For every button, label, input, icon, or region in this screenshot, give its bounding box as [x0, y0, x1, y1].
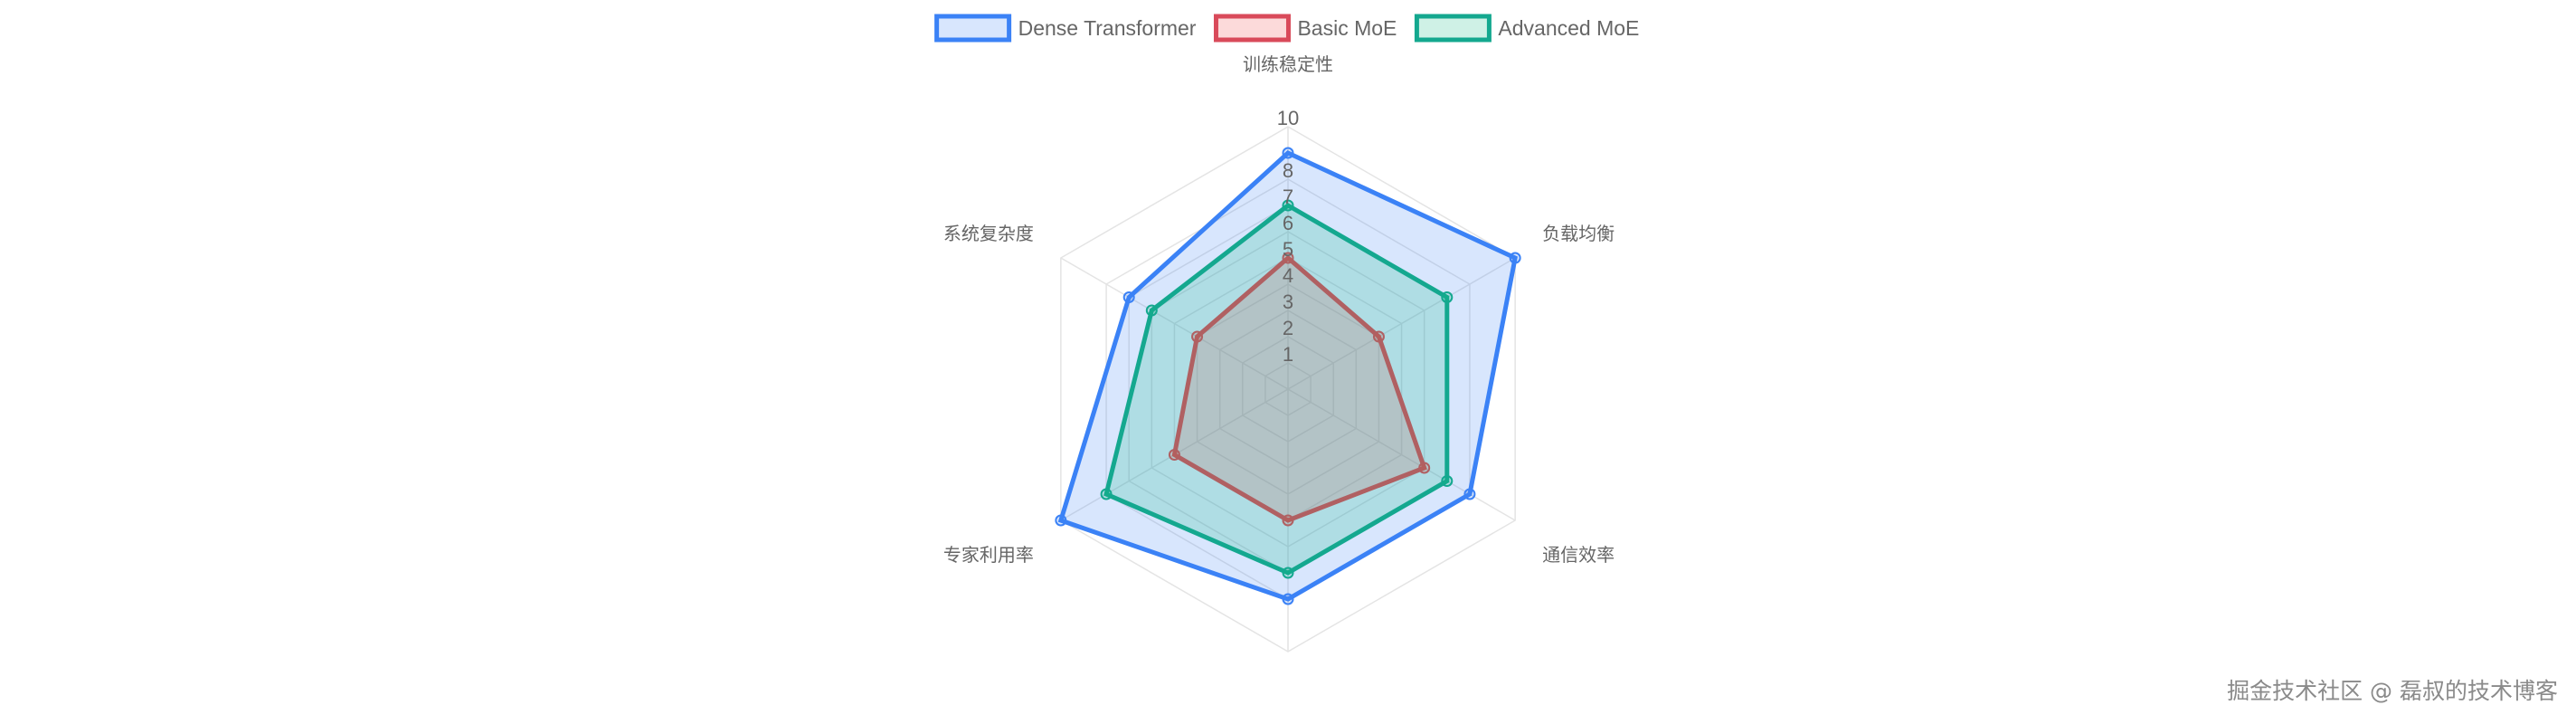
tick-label-7: 7 [1283, 186, 1293, 208]
legend-label-2[interactable]: Advanced MoE [1498, 16, 1639, 40]
series-point-1-0 [1282, 252, 1294, 264]
series-point-2-2 [1441, 475, 1454, 487]
tick-label-8: 8 [1283, 159, 1293, 182]
legend-swatch-1[interactable] [1213, 14, 1291, 43]
tick-label-6: 6 [1283, 212, 1293, 234]
legend[interactable]: Dense Transformer Basic MoE Advanced MoE [934, 14, 1640, 43]
axis-label-0: 训练稳定性 [1243, 53, 1333, 75]
series-point-1-5 [1191, 330, 1204, 343]
grid-spoke-1 [1287, 257, 1516, 390]
tick-label-3: 3 [1283, 291, 1293, 313]
axis-labels: 训练稳定性负载均衡通信效率收敛速度专家利用率系统复杂度 [943, 53, 1615, 566]
series-point-2-4 [1100, 488, 1113, 500]
grid-spoke-5 [1060, 257, 1289, 390]
radar-series [1055, 147, 1521, 605]
series-point-0-2 [1463, 488, 1476, 500]
tick-label-4: 4 [1283, 264, 1293, 287]
tick-label-5: 5 [1283, 238, 1293, 261]
axis-label-5: 系统复杂度 [943, 223, 1034, 244]
series-point-0-1 [1509, 252, 1521, 264]
tick-label-1: 1 [1283, 343, 1293, 366]
series-area-1 [1171, 254, 1427, 523]
tick-label-10: 10 [1277, 107, 1299, 129]
series-area-0 [1057, 150, 1518, 602]
series-point-1-2 [1418, 462, 1431, 474]
axis-label-4: 专家利用率 [943, 544, 1034, 566]
series-point-0-0 [1282, 147, 1294, 159]
series-point-2-1 [1441, 291, 1454, 303]
series-point-1-3 [1282, 514, 1294, 527]
series-point-0-4 [1055, 514, 1067, 527]
series-point-2-0 [1282, 199, 1294, 212]
watermark-text: 掘金技术社区 @ 磊叔的技术博客 [2227, 678, 2558, 704]
legend-swatch-0[interactable] [934, 14, 1012, 43]
series-point-2-5 [1145, 304, 1158, 317]
series-point-1-1 [1372, 330, 1385, 343]
series-point-2-3 [1282, 567, 1294, 579]
legend-swatch-2[interactable] [1414, 14, 1492, 43]
series-point-0-5 [1122, 291, 1135, 303]
legend-label-1[interactable]: Basic MoE [1297, 16, 1397, 40]
series-point-1-4 [1168, 449, 1180, 461]
axis-label-2: 通信效率 [1542, 544, 1615, 566]
legend-label-0[interactable]: Dense Transformer [1018, 16, 1197, 40]
tick-label-2: 2 [1283, 317, 1293, 339]
series-point-0-3 [1282, 593, 1294, 605]
radial-ticks: 1 2 3 4 5 6 7 8 10 [1277, 107, 1299, 366]
series-area-2 [1103, 202, 1450, 576]
grid-spoke-2 [1287, 388, 1516, 521]
axis-label-1: 负载均衡 [1542, 223, 1615, 244]
